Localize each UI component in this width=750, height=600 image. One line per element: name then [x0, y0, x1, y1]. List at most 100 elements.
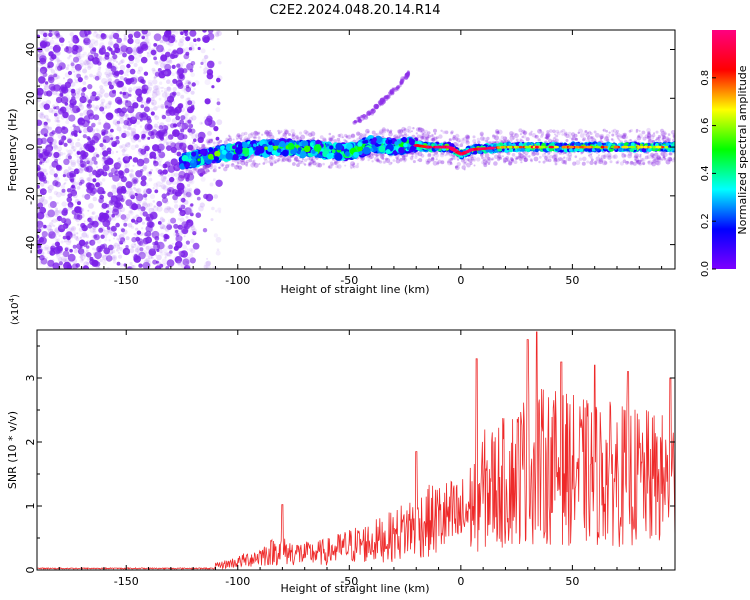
- noise-point: [145, 123, 149, 126]
- noise-point: [85, 58, 89, 63]
- noise-point: [63, 158, 70, 165]
- noise-point: [166, 135, 171, 141]
- noise-point: [123, 222, 128, 227]
- noise-point: [87, 176, 93, 182]
- noise-point: [154, 236, 160, 241]
- noise-point: [159, 249, 163, 254]
- noise-point: [143, 238, 146, 242]
- noise-point: [60, 43, 64, 47]
- band-halo-point: [258, 162, 261, 166]
- noise-point: [122, 124, 128, 129]
- band-halo-point: [552, 137, 557, 142]
- band-halo-point: [491, 157, 495, 161]
- noise-point: [49, 229, 54, 233]
- noise-point: [137, 76, 145, 83]
- band-halo-point: [589, 155, 593, 159]
- noise-point: [84, 266, 89, 269]
- band-halo-point: [237, 134, 243, 140]
- band-halo-point: [254, 131, 258, 135]
- noise-point: [78, 69, 81, 73]
- noise-point: [74, 133, 78, 137]
- noise-point: [81, 258, 84, 262]
- noise-point: [210, 218, 214, 222]
- noise-point: [121, 132, 127, 139]
- band-halo-point: [212, 169, 216, 173]
- noise-point: [64, 178, 68, 182]
- noise-point: [72, 193, 78, 199]
- noise-point: [167, 159, 171, 163]
- noise-point: [86, 252, 92, 258]
- noise-point: [148, 248, 157, 256]
- noise-point: [171, 72, 175, 77]
- noise-point: [37, 53, 43, 59]
- noise-point: [188, 116, 194, 122]
- noise-point: [187, 81, 191, 85]
- band-halo-point: [397, 132, 400, 135]
- band-halo-point: [593, 130, 597, 134]
- noise-point: [112, 174, 120, 182]
- noise-point: [146, 115, 152, 121]
- noise-point: [93, 106, 98, 111]
- noise-point: [48, 30, 53, 33]
- noise-point: [130, 144, 136, 151]
- noise-point: [115, 60, 119, 64]
- noise-point: [165, 110, 172, 117]
- noise-point: [132, 102, 139, 109]
- noise-point: [130, 225, 134, 229]
- noise-point: [123, 216, 129, 222]
- noise-point: [69, 248, 73, 253]
- noise-point: [128, 59, 134, 65]
- band-halo-point: [635, 130, 638, 134]
- noise-point: [95, 154, 100, 158]
- noise-point: [110, 231, 115, 236]
- noise-point: [104, 238, 108, 242]
- noise-point: [168, 59, 173, 64]
- band-halo-point: [630, 161, 634, 165]
- noise-point: [180, 252, 184, 256]
- band-halo-point: [603, 153, 608, 157]
- noise-point: [173, 38, 177, 41]
- band-halo-point: [308, 132, 313, 137]
- noise-point: [73, 233, 76, 237]
- band-halo-point: [415, 132, 418, 135]
- noise-point: [166, 222, 171, 227]
- band-halo-point: [535, 152, 540, 156]
- noise-point: [123, 37, 127, 42]
- noise-point: [79, 258, 84, 263]
- noise-point: [196, 37, 201, 42]
- noise-point: [118, 130, 123, 134]
- band-halo-point: [616, 129, 619, 133]
- noise-point: [122, 240, 126, 244]
- noise-point: [39, 113, 46, 120]
- noise-point: [152, 79, 158, 85]
- noise-point: [125, 245, 129, 249]
- noise-point: [70, 109, 75, 114]
- band-halo-point: [240, 139, 242, 141]
- noise-point: [97, 169, 101, 173]
- noise-point: [82, 87, 87, 91]
- noise-point: [136, 70, 141, 75]
- noise-point: [156, 205, 163, 212]
- noise-point: [154, 60, 159, 65]
- band-halo-point: [460, 139, 465, 144]
- noise-point: [79, 59, 84, 65]
- noise-point: [144, 40, 150, 45]
- noise-point: [48, 184, 54, 191]
- band-halo-point: [549, 154, 553, 159]
- band-halo-point: [492, 134, 495, 138]
- noise-point: [97, 184, 103, 190]
- noise-point: [155, 61, 160, 66]
- noise-point: [137, 217, 141, 222]
- band-halo-point: [566, 153, 569, 157]
- noise-point: [48, 215, 52, 219]
- band-halo-point: [414, 155, 418, 159]
- band-halo-point: [261, 133, 264, 136]
- noise-point: [93, 132, 102, 141]
- noise-point: [124, 131, 131, 137]
- noise-point: [140, 99, 145, 104]
- noise-point: [81, 194, 85, 198]
- band-halo-point: [546, 130, 550, 134]
- noise-point: [149, 188, 152, 192]
- noise-point: [39, 70, 45, 77]
- noise-point: [124, 50, 129, 55]
